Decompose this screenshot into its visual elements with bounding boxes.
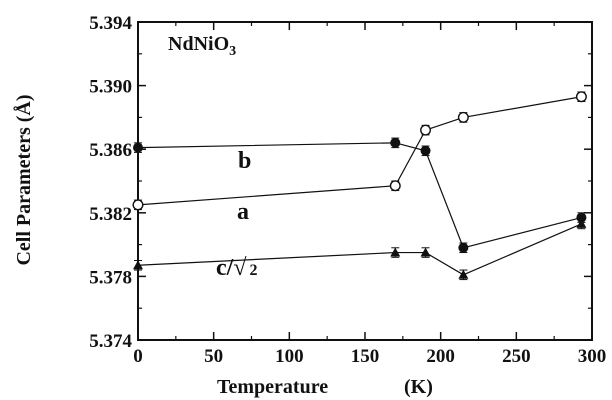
x-tick-label: 200: [426, 346, 455, 367]
series-layer: [132, 91, 587, 281]
data-point: [420, 145, 431, 156]
x-tick-label: 50: [204, 346, 223, 367]
x-axis-unit: (K): [404, 376, 433, 398]
data-point: [457, 111, 469, 123]
data-point: [420, 124, 432, 136]
data-point: [390, 137, 401, 148]
data-point: [390, 247, 401, 257]
data-point: [576, 212, 587, 223]
series-label-a: a: [237, 199, 249, 225]
data-point: [458, 242, 469, 253]
series-line: [137, 142, 582, 249]
data-point: [133, 260, 143, 270]
data-point: [133, 142, 143, 153]
chart-title: NdNiO3: [168, 33, 236, 59]
y-tick-label: 5.394: [89, 13, 132, 34]
x-tick-label: 100: [275, 346, 304, 367]
series-2: [133, 218, 587, 281]
data-point: [420, 247, 431, 257]
series-line: [137, 96, 582, 206]
data-point: [389, 180, 401, 192]
x-tick-label: 300: [578, 346, 607, 367]
series-label-b: b: [238, 148, 251, 174]
x-tick-label: 150: [351, 346, 380, 367]
axis-tick-labels: 0 50 100 150 200 250 300 5.374 5.378 5.382 5.386 5.…: [89, 13, 606, 367]
y-tick-label: 5.378: [89, 267, 132, 288]
data-point: [458, 269, 469, 279]
x-axis-title: Temperature: [217, 376, 328, 398]
series-label-c: c/√ 2: [216, 255, 258, 281]
data-point: [132, 199, 144, 211]
series-0: [132, 91, 587, 211]
series-1: [133, 137, 587, 254]
data-point: [575, 91, 587, 103]
data-point: [576, 218, 587, 228]
x-tick-label: 250: [502, 346, 531, 367]
y-tick-label: 5.390: [89, 77, 132, 98]
axis-ticks: [137, 21, 593, 341]
plot-frame: [137, 21, 593, 341]
y-axis-title: Cell Parameters (Å): [12, 94, 35, 265]
y-tick-label: 5.374: [89, 331, 132, 352]
y-tick-label: 5.382: [89, 204, 132, 225]
y-tick-label: 5.386: [89, 140, 132, 161]
x-tick-label: 0: [133, 346, 143, 367]
series-line: [137, 223, 582, 276]
